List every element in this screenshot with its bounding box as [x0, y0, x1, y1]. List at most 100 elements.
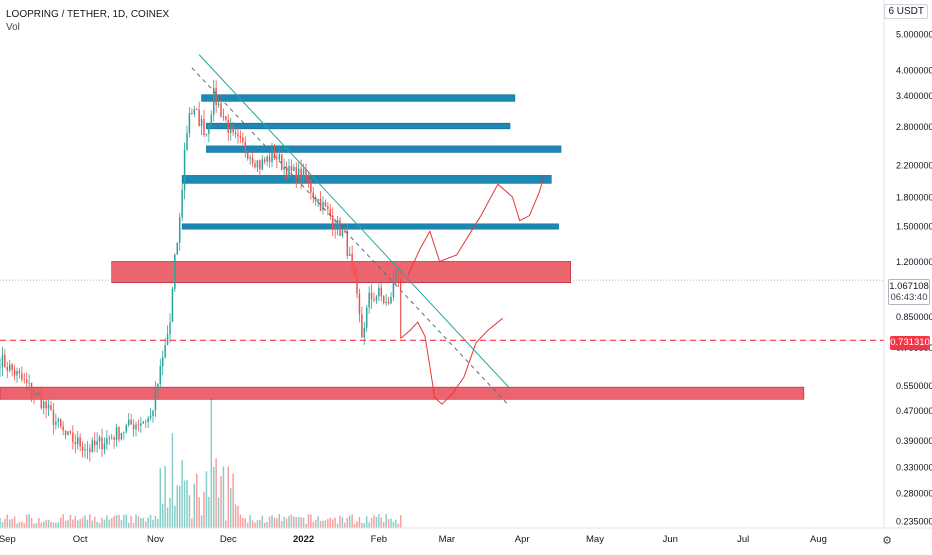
- price-axis[interactable]: 5.000000 4.000000 3.400000 2.800000 2.200000…: [883, 0, 932, 528]
- volume-bar: [249, 515, 251, 528]
- candle-body: [363, 327, 366, 338]
- candle-body: [334, 226, 336, 230]
- candle-body: [290, 165, 293, 171]
- candle-body: [314, 197, 317, 202]
- price-tick-label: 4.000000: [896, 65, 932, 75]
- chart-legend[interactable]: LOOPRING / TETHER, 1D, COINEX Vol: [6, 8, 169, 34]
- candle-body: [297, 168, 300, 183]
- volume-bar: [35, 522, 38, 528]
- price-tick-label: 0.390000: [896, 436, 932, 446]
- candle-body: [266, 156, 268, 162]
- volume-bar: [195, 473, 198, 528]
- candle-body: [285, 166, 288, 178]
- volume-bar: [127, 522, 130, 528]
- volume-bar: [278, 514, 281, 528]
- candle-body: [42, 401, 45, 409]
- bar-countdown: 06:43:40: [890, 292, 928, 303]
- candle-body: [322, 202, 324, 211]
- volume-bar: [23, 523, 26, 528]
- volume-bar: [42, 521, 45, 528]
- candle-body: [249, 157, 251, 159]
- candle-body: [370, 292, 373, 300]
- volume-bar: [203, 491, 205, 528]
- volume-bar: [21, 521, 23, 528]
- volume-bar: [74, 515, 77, 528]
- candle-body: [327, 206, 329, 210]
- volume-bar: [399, 515, 402, 528]
- volume-bar: [152, 519, 154, 528]
- volume-indicator-label[interactable]: Vol: [6, 22, 20, 33]
- trendlines-layer[interactable]: [191, 54, 511, 405]
- gear-icon[interactable]: ⚙: [882, 535, 892, 547]
- volume-bar: [47, 520, 50, 528]
- volume-bar: [232, 473, 234, 528]
- candle-body: [72, 432, 74, 443]
- candle-body: [123, 431, 125, 433]
- volume-bar: [176, 485, 179, 528]
- volume-bar: [181, 459, 183, 528]
- candle-body: [98, 437, 101, 442]
- candle-body: [183, 149, 186, 190]
- candle-body: [142, 421, 145, 424]
- price-tick-label: 0.280000: [896, 489, 932, 499]
- volume-bar: [346, 517, 349, 528]
- volume-bars: [0, 398, 402, 528]
- volume-bar: [263, 522, 266, 528]
- volume-bar: [239, 514, 242, 528]
- volume-bar: [361, 522, 363, 528]
- volume-bar: [18, 521, 21, 528]
- candle-body: [382, 296, 385, 303]
- symbol-title[interactable]: LOOPRING / TETHER, 1D, COINEX: [6, 9, 170, 20]
- support-zone: [111, 261, 572, 284]
- resistance-zone: [206, 122, 511, 130]
- volume-bar: [331, 519, 334, 528]
- candle-body: [198, 109, 200, 127]
- time-axis[interactable]: Sep Oct Nov Dec 2022 Feb Mar Apr May Jun Jul Aug: [0, 527, 932, 545]
- volume-bar: [183, 480, 186, 528]
- zones-layer[interactable]: [0, 94, 805, 400]
- candle-body: [13, 369, 16, 376]
- currency-badge[interactable]: 6 USDT: [884, 4, 928, 19]
- volume-bar: [1, 522, 4, 528]
- volume-bar: [96, 521, 98, 528]
- volume-bar: [28, 514, 30, 528]
- volume-bar: [200, 515, 203, 528]
- candle-body: [375, 296, 378, 301]
- candle-body: [21, 373, 23, 380]
- candle-body: [307, 179, 310, 182]
- volume-bar: [169, 497, 171, 528]
- price-tick-label: 1.200000: [896, 257, 932, 267]
- candle-body: [205, 133, 208, 136]
- candle-body: [23, 379, 26, 380]
- candle-body: [280, 154, 283, 170]
- volume-bar: [327, 518, 329, 528]
- candle-body: [120, 432, 123, 440]
- candle-body: [76, 437, 79, 444]
- volume-bar: [188, 495, 191, 528]
- candle-body: [210, 114, 213, 126]
- candle-body: [169, 322, 171, 335]
- candle-body: [89, 448, 91, 453]
- volume-bar: [324, 520, 327, 528]
- candle-body: [127, 419, 130, 426]
- volume-bar: [140, 518, 142, 528]
- price-tick-label: 0.550000: [896, 381, 932, 391]
- volume-bar: [8, 519, 11, 528]
- candle-body: [215, 87, 217, 106]
- price-tick-label: 0.330000: [896, 463, 932, 473]
- candle-body: [30, 382, 33, 395]
- volume-bar: [89, 514, 91, 528]
- volume-bar: [86, 519, 89, 528]
- trendline-solid: [198, 54, 511, 389]
- candle-body: [268, 156, 271, 163]
- candle-body: [33, 394, 35, 396]
- volume-bar: [254, 522, 256, 528]
- volume-bar: [118, 514, 120, 528]
- candle-body: [52, 410, 55, 425]
- volume-bar: [84, 515, 86, 528]
- volume-bar: [125, 514, 128, 528]
- forecast-drawing[interactable]: [400, 176, 545, 405]
- volume-bar: [191, 518, 193, 528]
